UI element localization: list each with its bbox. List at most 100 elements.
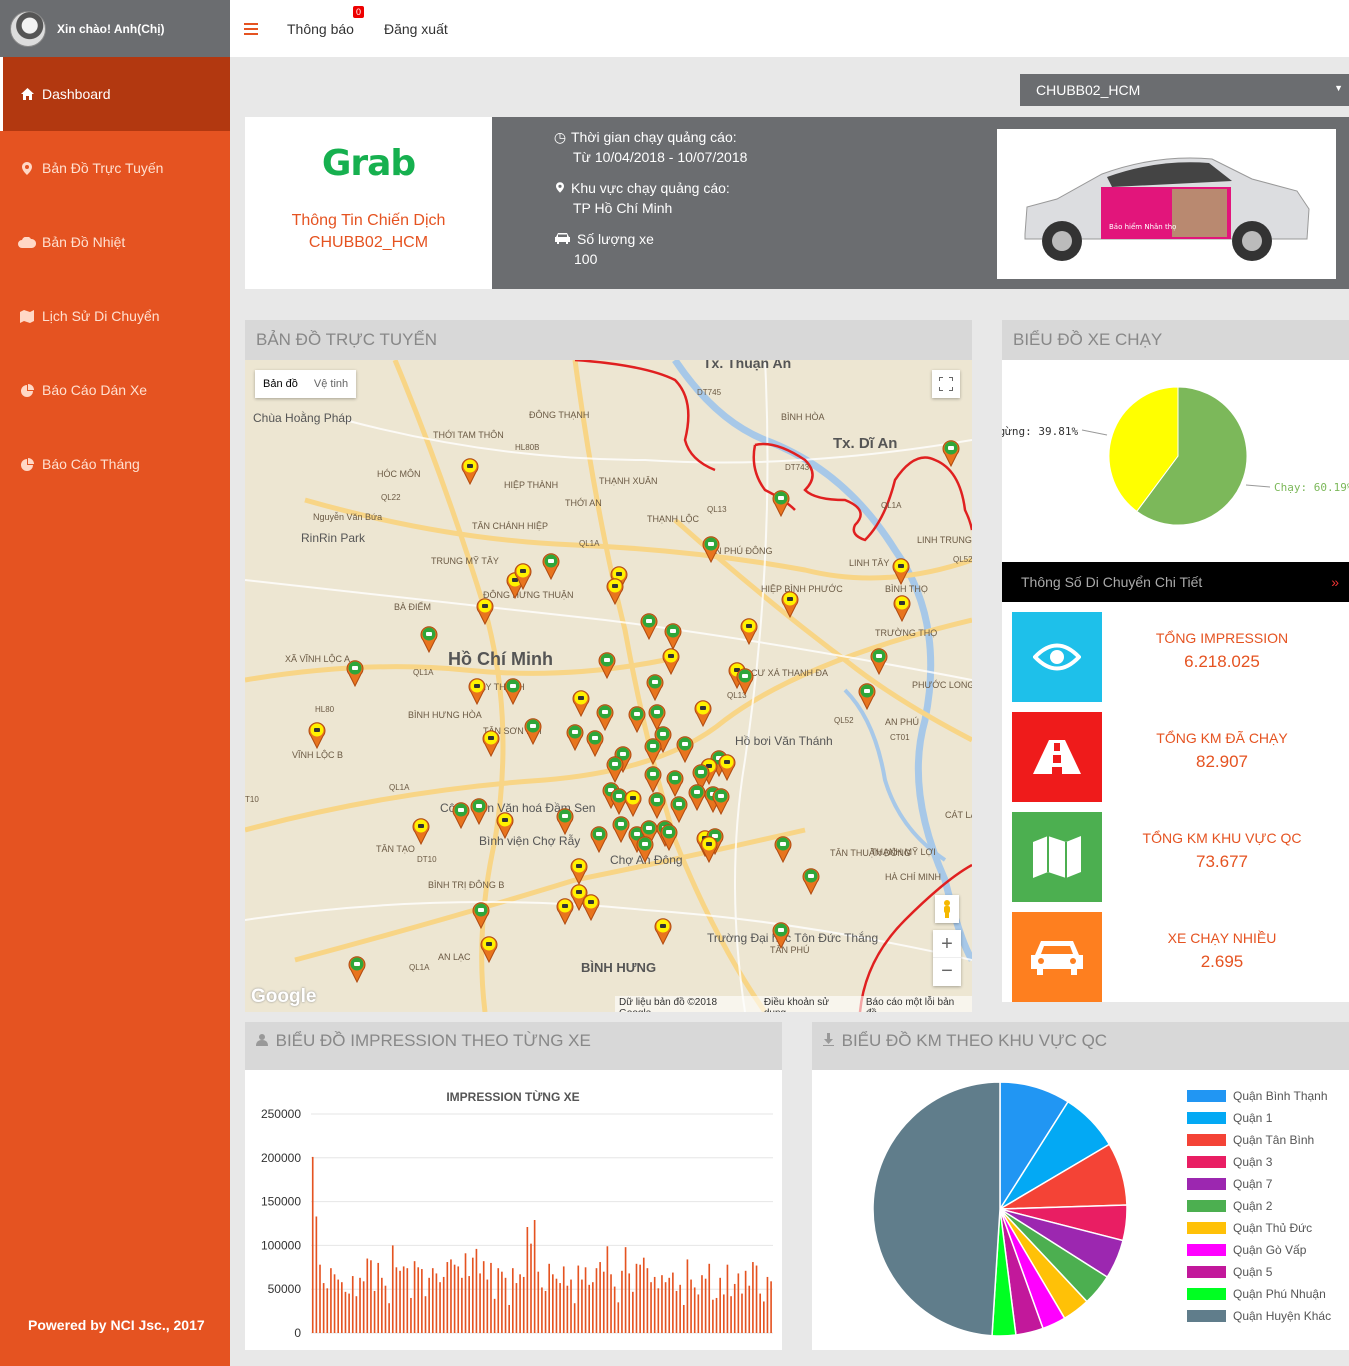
bar[interactable] [533,1219,536,1333]
bar[interactable] [453,1264,456,1333]
bar[interactable] [708,1263,711,1333]
car-marker[interactable] [718,754,736,782]
car-marker[interactable] [636,836,654,864]
report-error-link[interactable]: Báo cáo một lỗi bản đồ [865,997,955,1012]
bar[interactable] [712,1299,714,1333]
bar[interactable] [632,1291,634,1333]
car-marker[interactable] [482,730,500,758]
car-marker[interactable] [670,796,688,824]
bar[interactable] [450,1259,452,1333]
bar[interactable] [690,1279,692,1333]
car-marker[interactable] [648,792,666,820]
bar[interactable] [686,1259,689,1333]
bar[interactable] [428,1277,430,1333]
bar[interactable] [624,1247,627,1333]
bar[interactable] [410,1297,412,1333]
bar[interactable] [697,1294,700,1333]
car-marker[interactable] [802,868,820,896]
bar[interactable] [330,1268,332,1333]
bar[interactable] [639,1264,641,1333]
car-marker[interactable] [480,936,498,964]
bar[interactable] [537,1271,540,1333]
bar[interactable] [511,1268,514,1333]
bar[interactable] [592,1282,594,1333]
bar[interactable] [733,1283,736,1333]
detail-bar[interactable]: Thông Số Di Chuyển Chi Tiết » [1002,562,1349,602]
bar[interactable] [617,1302,620,1333]
bar[interactable] [610,1274,612,1333]
bar[interactable] [642,1257,645,1333]
bar[interactable] [406,1268,409,1333]
car-marker[interactable] [346,660,364,688]
car-marker[interactable] [892,558,910,586]
bar[interactable] [693,1287,696,1333]
car-marker[interactable] [640,613,658,641]
bar[interactable] [682,1304,685,1333]
bar[interactable] [661,1275,663,1333]
car-marker[interactable] [688,784,706,812]
bar[interactable] [522,1276,525,1333]
car-marker[interactable] [606,756,624,784]
bar[interactable] [402,1266,405,1333]
car-marker[interactable] [472,902,490,930]
car-marker[interactable] [524,718,542,746]
bar[interactable] [730,1296,732,1333]
bar[interactable] [581,1279,583,1333]
car-marker[interactable] [624,790,642,818]
bar[interactable] [555,1278,558,1333]
bar[interactable] [544,1290,547,1333]
bar[interactable] [461,1277,463,1333]
bar[interactable] [541,1287,543,1333]
bar[interactable] [351,1276,354,1333]
bar[interactable] [573,1303,576,1333]
car-marker[interactable] [893,595,911,623]
bar[interactable] [417,1267,420,1333]
car-marker[interactable] [468,678,486,706]
bar[interactable] [701,1275,703,1333]
bar[interactable] [388,1303,390,1333]
bar[interactable] [515,1283,518,1333]
car-marker[interactable] [692,764,710,792]
sidebar-item-dashboard[interactable]: Dashboard [0,57,230,131]
bar[interactable] [566,1285,569,1333]
zoom-out-button[interactable]: − [941,960,953,982]
terms-link[interactable]: Điều khoản sử dụng [763,997,829,1012]
bar[interactable] [439,1282,441,1333]
bar[interactable] [482,1261,485,1333]
car-marker[interactable] [772,922,790,950]
bar[interactable] [570,1279,572,1333]
bar[interactable] [490,1262,492,1333]
logout-link[interactable]: Đăng xuất [383,20,448,37]
car-marker[interactable] [666,770,684,798]
car-marker[interactable] [514,563,532,591]
car-marker[interactable] [736,668,754,696]
bar[interactable] [359,1277,361,1333]
bar[interactable] [431,1268,434,1333]
sidebar-item-sticker-report[interactable]: Báo Cáo Dán Xe [0,353,230,427]
bar[interactable] [501,1271,503,1333]
car-marker[interactable] [496,812,514,840]
bar[interactable] [344,1291,347,1333]
bar[interactable] [362,1281,365,1333]
car-marker[interactable] [694,700,712,728]
bar[interactable] [664,1282,667,1333]
car-marker[interactable] [654,726,672,754]
bar[interactable] [766,1276,769,1333]
street-view-pegman-icon[interactable] [935,895,959,923]
pie-slice-stopped[interactable] [1108,386,1179,513]
zoom-in-button[interactable]: + [933,930,961,958]
bar[interactable] [752,1262,754,1333]
bar[interactable] [602,1271,605,1333]
bar[interactable] [326,1288,329,1333]
bar[interactable] [322,1283,325,1333]
bar[interactable] [442,1276,445,1333]
car-marker[interactable] [570,858,588,886]
bar[interactable] [548,1263,551,1333]
bar[interactable] [719,1277,721,1333]
bar[interactable] [668,1277,671,1333]
car-marker[interactable] [662,648,680,676]
car-marker[interactable] [664,623,682,651]
car-marker[interactable] [348,956,366,984]
pie-slice[interactable] [872,1081,1001,1337]
bar[interactable] [457,1266,460,1333]
